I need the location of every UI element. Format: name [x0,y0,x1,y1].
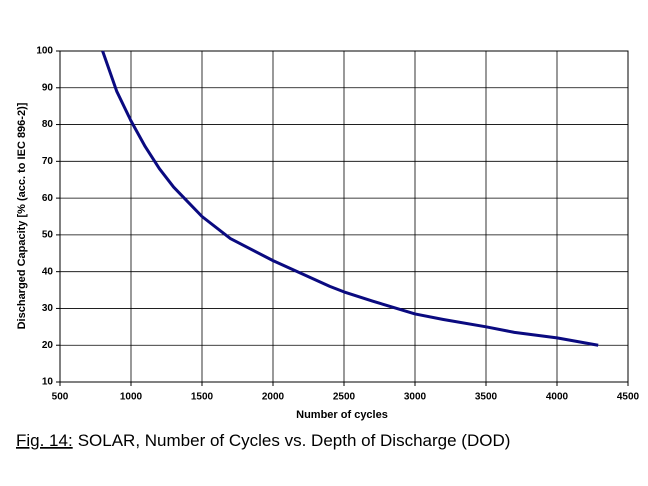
x-tick-label: 2500 [333,392,356,403]
y-axis-label: Discharged Capacity [% (acc. to IEC 896-… [16,102,28,329]
y-tick-label: 20 [42,340,54,351]
y-tick-label: 10 [42,377,54,388]
x-tick-label: 4000 [546,392,569,403]
x-axis-label: Number of cycles [296,409,388,421]
y-tick-label: 70 [42,156,54,167]
caption: Fig. 14: SOLAR, Number of Cycles vs. Dept… [16,431,510,450]
plot-frame [59,50,629,383]
y-tick-label: 80 [42,119,54,130]
x-tick-label: 2000 [262,392,285,403]
y-tick-label: 100 [36,46,53,57]
y-tick-label: 50 [42,230,54,241]
y-tick-label: 40 [42,266,54,277]
x-tick-label: 4500 [617,392,640,403]
x-tick-label: 500 [52,392,69,403]
data-line [101,50,599,347]
x-tick-label: 1500 [191,392,214,403]
x-tick-label: 3500 [475,392,498,403]
y-tick-label: 30 [42,303,54,314]
caption-ref: Fig. 14: [16,431,73,450]
x-tick-label: 1000 [120,392,143,403]
y-tick-label: 90 [42,82,54,93]
y-tick-label: 60 [42,193,54,204]
caption-text: SOLAR, Number of Cycles vs. Depth of Dis… [78,431,511,450]
x-tick-label: 3000 [404,392,427,403]
